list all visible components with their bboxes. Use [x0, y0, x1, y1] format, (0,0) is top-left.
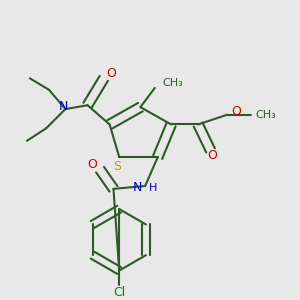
Text: H: H	[149, 183, 157, 193]
Text: N: N	[59, 100, 68, 113]
Text: S: S	[113, 160, 121, 173]
Text: O: O	[208, 149, 218, 162]
Text: CH₃: CH₃	[163, 78, 183, 88]
Text: CH₃: CH₃	[256, 110, 277, 120]
Text: O: O	[232, 105, 242, 119]
Text: O: O	[87, 158, 97, 171]
Text: O: O	[106, 67, 116, 80]
Text: N: N	[133, 182, 142, 194]
Text: Cl: Cl	[113, 286, 125, 299]
